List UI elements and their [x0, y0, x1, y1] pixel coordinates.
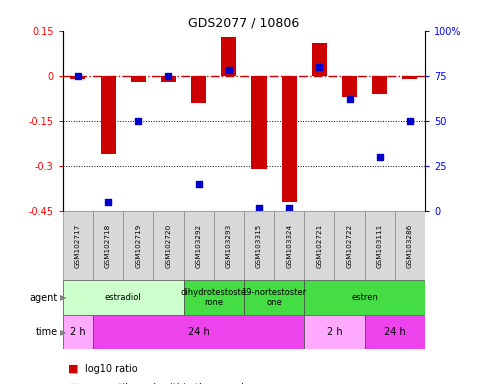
- Title: GDS2077 / 10806: GDS2077 / 10806: [188, 17, 299, 30]
- Text: ▶: ▶: [60, 293, 67, 302]
- Bar: [365, 211, 395, 280]
- Bar: [93, 315, 304, 349]
- Bar: [213, 211, 244, 280]
- Bar: [395, 211, 425, 280]
- Bar: [312, 43, 327, 76]
- Bar: [274, 211, 304, 280]
- Text: time: time: [36, 327, 58, 337]
- Text: GSM103315: GSM103315: [256, 223, 262, 268]
- Text: agent: agent: [30, 293, 58, 303]
- Text: 24 h: 24 h: [384, 327, 406, 337]
- Text: GSM102722: GSM102722: [347, 223, 353, 268]
- Bar: [131, 76, 146, 82]
- Bar: [93, 211, 123, 280]
- Text: GSM103324: GSM103324: [286, 223, 292, 268]
- Point: [406, 118, 414, 124]
- Text: 2 h: 2 h: [327, 327, 342, 337]
- Bar: [334, 211, 365, 280]
- Text: GSM102718: GSM102718: [105, 223, 111, 268]
- Point: [134, 118, 142, 124]
- Bar: [71, 76, 85, 79]
- Text: GSM102720: GSM102720: [166, 223, 171, 268]
- Bar: [191, 76, 206, 103]
- Point: [195, 181, 202, 187]
- Text: GSM102719: GSM102719: [135, 223, 141, 268]
- Text: GSM103111: GSM103111: [377, 223, 383, 268]
- Text: 19-nortestoster
one: 19-nortestoster one: [242, 288, 307, 307]
- Bar: [221, 37, 236, 76]
- Text: estren: estren: [351, 293, 378, 302]
- Text: dihydrotestoste
rone: dihydrotestoste rone: [181, 288, 247, 307]
- Bar: [342, 76, 357, 97]
- Bar: [304, 315, 365, 349]
- Bar: [372, 76, 387, 94]
- Bar: [63, 315, 93, 349]
- Bar: [184, 280, 244, 315]
- Bar: [304, 211, 334, 280]
- Text: ■: ■: [68, 383, 78, 384]
- Point: [346, 96, 354, 103]
- Point: [285, 205, 293, 211]
- Bar: [100, 76, 115, 154]
- Bar: [244, 280, 304, 315]
- Bar: [304, 280, 425, 315]
- Bar: [244, 211, 274, 280]
- Point: [315, 64, 323, 70]
- Bar: [184, 211, 213, 280]
- Point: [74, 73, 82, 79]
- Bar: [123, 211, 154, 280]
- Text: ▶: ▶: [60, 328, 67, 337]
- Text: GSM103286: GSM103286: [407, 223, 413, 268]
- Bar: [252, 76, 267, 169]
- Point: [255, 205, 263, 211]
- Point: [376, 154, 384, 160]
- Bar: [63, 211, 93, 280]
- Bar: [402, 76, 417, 79]
- Bar: [154, 211, 184, 280]
- Point: [165, 73, 172, 79]
- Text: GSM102721: GSM102721: [316, 223, 322, 268]
- Bar: [365, 315, 425, 349]
- Point: [104, 199, 112, 205]
- Text: GSM103293: GSM103293: [226, 223, 232, 268]
- Point: [225, 67, 233, 73]
- Text: GSM102717: GSM102717: [75, 223, 81, 268]
- Text: log10 ratio: log10 ratio: [85, 364, 137, 374]
- Text: ■: ■: [68, 364, 78, 374]
- Text: 2 h: 2 h: [70, 327, 85, 337]
- Text: estradiol: estradiol: [105, 293, 142, 302]
- Text: GSM103292: GSM103292: [196, 223, 201, 268]
- Bar: [63, 280, 184, 315]
- Text: percentile rank within the sample: percentile rank within the sample: [85, 383, 250, 384]
- Bar: [161, 76, 176, 82]
- Text: 24 h: 24 h: [188, 327, 210, 337]
- Bar: [282, 76, 297, 202]
